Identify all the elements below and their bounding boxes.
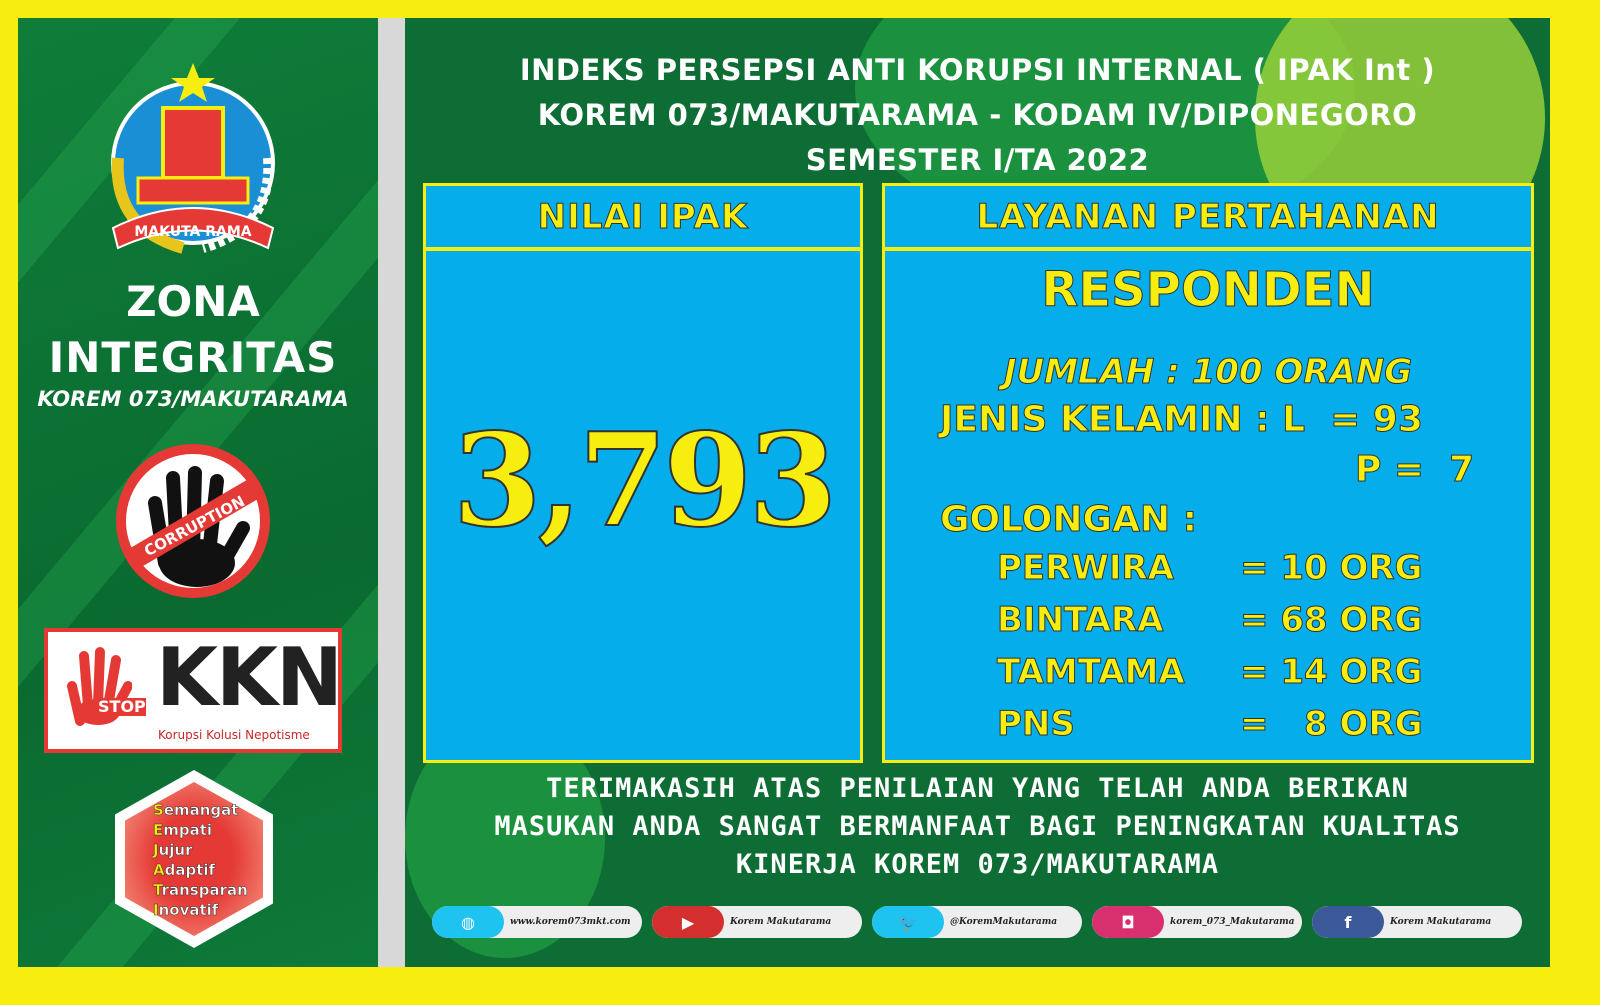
title-line: INDEKS PERSEPSI ANTI KORUPSI INTERNAL ( … [519,53,1436,87]
page-title: INDEKS PERSEPSI ANTI KORUPSI INTERNAL ( … [405,48,1550,183]
divider-strip [378,18,405,967]
golongan-name: BINTARA [996,600,1164,640]
youtube-icon: ▶ [652,906,724,938]
golongan-name: TAMTAMA [997,652,1186,692]
sejati-hexagon: Semangat Empati Jujur Adaptif Transparan Inov… [115,770,273,948]
golongan-value: = 14 ORG [1239,652,1423,692]
golongan-value: = 8 ORG [1239,704,1423,744]
main-panel: INDEKS PERSEPSI ANTI KORUPSI INTERNAL ( … [405,18,1550,967]
sejati-item: Empati [153,821,213,840]
jumlah: JUMLAH : 100 ORANG [1003,352,1413,392]
facebook-icon: f [1312,906,1384,938]
title-line: KOREM 073/MAKUTARAMA - KODAM IV/DIPONEGO… [537,98,1418,132]
globe-icon: ◍ [432,906,504,938]
korem-emblem: MAKUTA RAMA [111,63,275,254]
golongan-value: = 10 ORG [1239,548,1423,588]
left-panel: MAKUTA RAMA ZONA INTEGRITAS KOREM 073/MA… [18,18,378,967]
instagram-icon: ◘ [1092,906,1164,938]
layanan-box: LAYANAN PERTAHANAN RESPONDEN JUMLAH : 10… [882,183,1534,763]
svg-text:MAKUTA RAMA: MAKUTA RAMA [134,224,251,240]
sejati-item: Semangat [153,801,239,820]
ipak-box: NILAI IPAK 3,793 [423,183,863,763]
golongan-name: PERWIRA [997,548,1175,588]
thanks-message: TERIMAKASIH ATAS PENILAIAN YANG TELAH AN… [405,770,1550,884]
thanks-line: TERIMAKASIH ATAS PENILAIAN YANG TELAH AN… [546,773,1409,804]
social-text: Korem Makutarama [1390,917,1492,927]
responden-title: RESPONDEN [1041,262,1375,318]
sejati-item: Inovatif [153,901,219,920]
social-link[interactable]: f Korem Makutarama [1312,906,1522,938]
stop-label: STOP [98,697,146,716]
social-text: Korem Makutarama [730,917,832,927]
sejati-item: Transparan [153,881,248,900]
zona-title: ZONA [126,277,260,326]
thanks-line: KINERJA KOREM 073/MAKUTARAMA [735,849,1220,880]
ipak-header: NILAI IPAK [426,186,860,251]
social-link[interactable]: ◍ www.korem073mkt.com [432,906,642,938]
unit-name: KOREM 073/MAKUTARAMA [37,387,349,411]
layanan-header: LAYANAN PERTAHANAN [885,186,1531,251]
stop-kkn-banner: STOP KKN Korupsi Kolusi Nepotisme [44,628,343,753]
title-line: SEMESTER I/TA 2022 [805,143,1150,177]
social-link[interactable]: ◘ korem_073_Makutarama [1092,906,1302,938]
golongan-name: PNS [997,704,1076,744]
golongan-label: GOLONGAN : [939,499,1198,540]
kkn-subtitle: Korupsi Kolusi Nepotisme [158,728,310,742]
social-link[interactable]: ▶ Korem Makutarama [652,906,862,938]
social-text: www.korem073mkt.com [510,917,631,927]
jenis-kelamin: JENIS KELAMIN : L = 93 [940,399,1424,440]
no-corruption-logo: CORRUPTION [116,444,270,598]
twitter-icon: 🐦 [872,906,944,938]
integritas-title: INTEGRITAS [48,333,338,382]
sejati-item: Jujur [153,841,193,860]
golongan-value: = 68 ORG [1239,600,1423,640]
social-text: korem_073_Makutarama [1170,917,1295,927]
social-text: @KoremMakutarama [950,917,1058,927]
jenis-kelamin-p: P = 7 [1354,449,1475,490]
ipak-value: 3,793 [452,405,839,557]
thanks-line: MASUKAN ANDA SANGAT BERMANFAAT BAGI PENI… [494,811,1461,842]
kkn-label: KKN [156,631,343,724]
social-link[interactable]: 🐦 @KoremMakutarama [872,906,1082,938]
sejati-item: Adaptif [153,861,216,880]
